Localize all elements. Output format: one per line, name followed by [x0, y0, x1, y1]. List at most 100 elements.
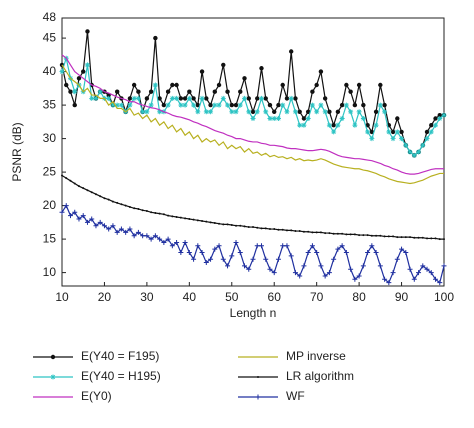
- marker: [271, 270, 277, 276]
- marker: [114, 89, 120, 94]
- marker: [382, 109, 388, 115]
- marker: [97, 219, 103, 225]
- marker: [85, 29, 90, 34]
- marker: [434, 237, 437, 240]
- marker: [335, 109, 341, 115]
- marker: [373, 122, 379, 128]
- marker: [127, 226, 133, 232]
- marker: [352, 122, 358, 128]
- marker: [360, 116, 366, 121]
- marker: [199, 69, 205, 74]
- marker: [161, 239, 167, 245]
- marker: [369, 136, 375, 142]
- marker: [111, 200, 114, 203]
- x-tick-label: 20: [98, 290, 112, 304]
- marker: [305, 109, 311, 115]
- marker: [365, 250, 371, 255]
- marker: [212, 102, 218, 108]
- marker: [258, 243, 264, 249]
- series-line: [61, 54, 444, 175]
- marker: [90, 191, 93, 194]
- marker: [204, 96, 209, 101]
- marker: [264, 227, 267, 230]
- marker: [314, 250, 320, 255]
- marker: [65, 177, 68, 180]
- marker: [292, 270, 298, 276]
- marker: [239, 224, 242, 227]
- marker: [81, 69, 86, 74]
- marker: [246, 109, 252, 115]
- marker: [186, 250, 192, 255]
- marker: [213, 222, 216, 225]
- marker: [252, 226, 254, 229]
- marker: [153, 35, 158, 41]
- marker: [169, 243, 175, 249]
- legend-item: E(Y40 = F195): [33, 349, 159, 363]
- marker: [222, 223, 225, 226]
- marker: [174, 82, 179, 88]
- marker: [260, 227, 263, 230]
- marker: [250, 109, 256, 115]
- marker: [86, 189, 89, 192]
- marker: [255, 394, 261, 400]
- marker: [157, 96, 162, 101]
- marker: [377, 263, 383, 269]
- y-tick-label: 40: [43, 64, 57, 78]
- marker: [390, 270, 396, 276]
- marker: [72, 89, 78, 95]
- legend-label: LR algorithm: [286, 369, 354, 383]
- marker: [411, 276, 417, 282]
- marker: [305, 250, 311, 255]
- marker: [263, 109, 269, 115]
- y-tick-label: 20: [43, 198, 57, 212]
- marker: [136, 89, 141, 94]
- marker: [416, 149, 422, 155]
- marker: [118, 226, 124, 232]
- marker: [258, 95, 264, 101]
- marker: [267, 116, 273, 121]
- marker: [443, 238, 445, 241]
- x-tick-label: 60: [268, 290, 282, 304]
- marker: [103, 197, 106, 200]
- marker: [399, 136, 405, 142]
- marker: [174, 95, 180, 101]
- marker: [441, 263, 447, 269]
- marker: [352, 102, 358, 108]
- legend-label: WF: [286, 389, 305, 403]
- y-tick-label: 10: [43, 265, 57, 279]
- marker: [318, 69, 324, 74]
- marker: [309, 102, 315, 108]
- marker: [158, 212, 161, 215]
- marker: [400, 236, 403, 239]
- marker: [50, 374, 56, 380]
- marker: [305, 116, 311, 121]
- marker: [68, 89, 73, 94]
- marker: [61, 174, 63, 177]
- marker: [311, 231, 314, 234]
- marker: [399, 129, 404, 135]
- marker: [76, 216, 82, 222]
- marker: [171, 215, 174, 218]
- marker: [407, 266, 413, 272]
- marker: [424, 136, 430, 142]
- marker: [421, 236, 424, 239]
- marker: [89, 95, 95, 101]
- marker: [140, 233, 146, 239]
- marker: [437, 280, 443, 286]
- marker: [441, 112, 447, 118]
- marker: [199, 250, 205, 255]
- marker: [137, 207, 140, 210]
- marker: [379, 234, 382, 237]
- marker: [280, 82, 285, 88]
- marker: [225, 102, 231, 108]
- marker: [387, 235, 390, 238]
- marker: [373, 250, 379, 255]
- marker: [140, 109, 146, 115]
- marker: [107, 198, 110, 201]
- marker: [284, 109, 290, 115]
- marker: [161, 102, 167, 108]
- marker: [361, 102, 366, 108]
- marker: [255, 96, 260, 101]
- marker: [191, 256, 197, 262]
- marker: [152, 82, 158, 88]
